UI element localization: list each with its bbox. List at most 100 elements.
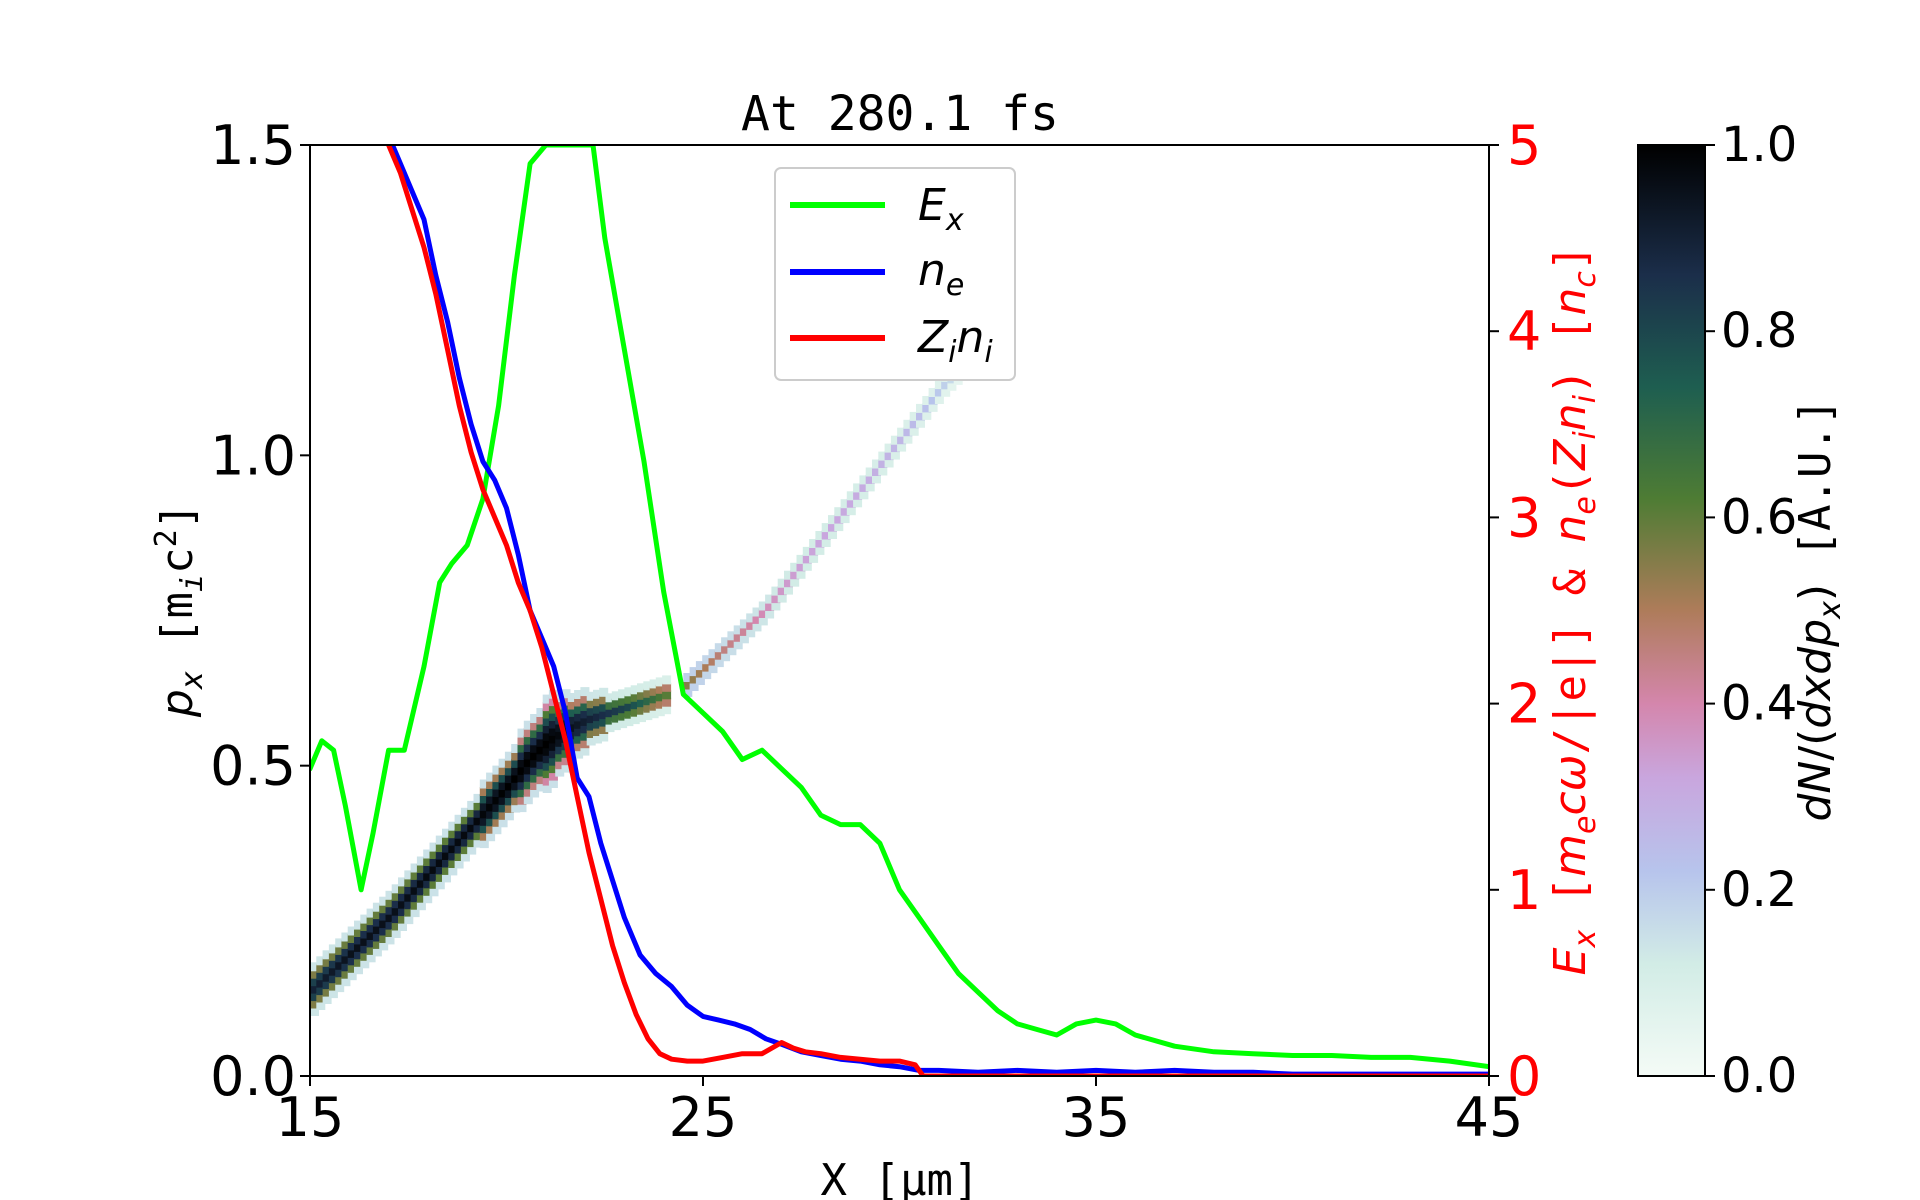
heatmap-cell	[834, 522, 844, 532]
heatmap-cell	[328, 944, 338, 954]
heatmap-cell	[809, 539, 819, 548]
heatmap-cell	[435, 835, 445, 845]
heatmap-cell	[335, 960, 345, 970]
heatmap-cell	[739, 634, 749, 644]
heatmap-cell	[429, 850, 439, 859]
heatmap-cell	[322, 957, 332, 967]
heatmap-cell	[504, 751, 514, 761]
x-tick-label: 35	[1062, 1086, 1131, 1149]
heatmap-cell	[878, 459, 888, 468]
heatmap-cell	[884, 443, 894, 453]
heatmap-cell	[448, 844, 458, 854]
y-left-tick-label: 0.5	[210, 735, 296, 798]
heatmap-cell	[580, 687, 590, 697]
heatmap-cell	[530, 743, 540, 753]
heatmap-cell	[398, 884, 407, 894]
heatmap-cell	[354, 957, 363, 967]
heatmap-cell	[649, 686, 659, 696]
heatmap-cell	[479, 824, 489, 834]
heatmap-cell	[366, 916, 376, 926]
heatmap-cell	[460, 822, 470, 832]
heatmap-cell	[548, 726, 558, 736]
heatmap-cell	[473, 801, 483, 811]
heatmap-cell	[354, 942, 363, 952]
heatmap-cell	[765, 609, 775, 619]
heatmap-cell	[410, 863, 420, 873]
heatmap-cell	[542, 731, 552, 741]
heatmap-cell	[586, 736, 596, 746]
heatmap-cell	[727, 631, 737, 641]
heatmap-cell	[316, 993, 326, 1003]
heatmap-cell	[567, 730, 577, 740]
heatmap-cell	[796, 569, 806, 579]
heatmap-cell	[498, 766, 508, 776]
heatmap-cell	[442, 865, 451, 875]
heatmap-cell	[341, 954, 351, 964]
heatmap-cell	[492, 765, 502, 775]
heatmap-cell	[391, 899, 401, 909]
heatmap-cell	[385, 935, 395, 945]
heatmap-cell	[859, 482, 869, 492]
heatmap-cell	[341, 932, 351, 942]
heatmap-cell	[328, 981, 338, 991]
heatmap-cell	[398, 907, 407, 917]
heatmap-cell	[683, 687, 693, 697]
heatmap-cell	[379, 911, 389, 921]
heatmap-cell	[821, 523, 831, 533]
heatmap-cell	[335, 938, 345, 948]
heatmap-cell	[611, 698, 621, 708]
heatmap-cell	[448, 829, 458, 839]
heatmap-cell	[498, 795, 508, 805]
heatmap-cell	[354, 935, 363, 945]
heatmap-cell	[542, 694, 552, 704]
heatmap-cell	[404, 900, 414, 910]
heatmap-cell	[454, 844, 464, 854]
heatmap-cell	[567, 700, 577, 710]
legend-box	[774, 167, 1016, 381]
heatmap-cell	[328, 989, 338, 999]
heatmap-cell	[536, 737, 546, 747]
heatmap-cell	[916, 418, 925, 428]
heatmap-cell	[536, 760, 546, 770]
heatmap-cell	[492, 788, 502, 797]
heatmap-cell	[372, 932, 382, 942]
heatmap-cell	[360, 914, 370, 924]
heatmap-cell	[890, 435, 900, 445]
heatmap-cell	[922, 410, 932, 420]
heatmap-cell	[517, 765, 527, 775]
heatmap-cell	[542, 784, 552, 793]
heatmap-cell	[410, 900, 420, 910]
heatmap-cell	[310, 992, 319, 1002]
heatmap-cell	[530, 788, 540, 798]
heatmap-cell	[542, 754, 552, 764]
heatmap-cell	[486, 772, 496, 782]
heatmap-cell	[435, 880, 445, 890]
heatmap-cell	[530, 766, 540, 776]
heatmap-cell	[702, 670, 712, 680]
heatmap-cell	[643, 711, 653, 721]
heatmap-cell	[580, 731, 590, 741]
heatmap-cell	[618, 704, 628, 714]
heatmap-cell	[561, 756, 571, 766]
heatmap-cell	[517, 736, 527, 746]
heatmap-cell	[746, 620, 756, 630]
heatmap-cell	[542, 776, 552, 786]
heatmap-cell	[316, 978, 326, 988]
heatmap-cell	[605, 700, 615, 710]
heatmap-cell	[423, 871, 433, 881]
heatmap-cell	[404, 870, 414, 880]
heatmap-cell	[790, 577, 800, 587]
heatmap-cell	[708, 649, 718, 659]
heatmap-cell	[486, 832, 496, 842]
heatmap-cell	[410, 908, 420, 918]
heatmap-cell	[599, 717, 609, 727]
heatmap-cell	[479, 794, 489, 804]
heatmap-cell	[809, 546, 819, 556]
heatmap-cell	[662, 690, 672, 700]
heatmap-cell	[821, 538, 831, 547]
heatmap-cell	[555, 752, 565, 762]
colorbar-label: dN/(dxdpx) [A.U.]	[1790, 398, 1848, 821]
heatmap-cell	[479, 816, 489, 826]
heatmap-cell	[423, 849, 433, 859]
heatmap-cell	[555, 737, 565, 747]
